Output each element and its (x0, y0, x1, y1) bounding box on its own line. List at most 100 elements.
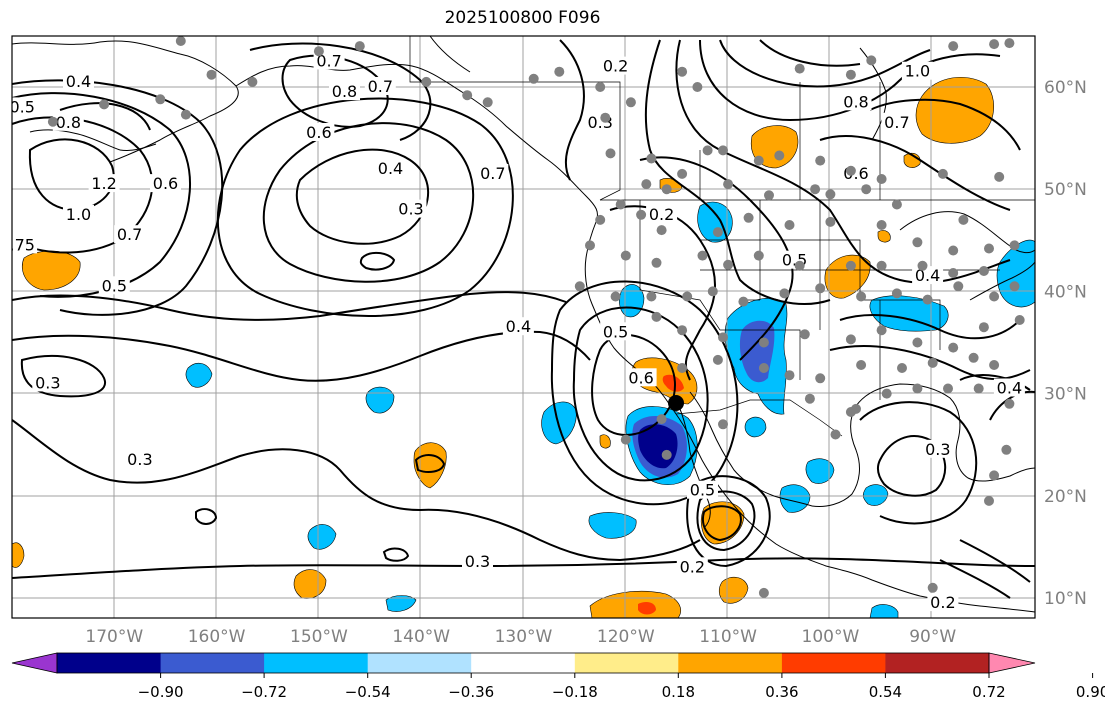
contour-label: 0.5 (102, 276, 127, 295)
station-dot (815, 373, 826, 384)
station-dot (574, 281, 585, 292)
colorbar-extend-high (988, 652, 1036, 674)
longitude-tick-label: 160°W (188, 627, 246, 647)
contour-label-bg (477, 163, 509, 182)
station-dot (876, 220, 887, 230)
station-dot (421, 76, 432, 87)
contour-label: 0.5 (690, 481, 715, 500)
map-layers: 0.40.50.81.21.00.60.70.50.750.70.8 0.70.6… (12, 36, 1035, 618)
station-dot (718, 419, 728, 430)
station-dot (984, 243, 994, 254)
station-dot (876, 174, 887, 184)
contour-label-bg (912, 266, 944, 285)
colorbar-segment (471, 653, 576, 673)
contour-label-bg (150, 174, 181, 193)
contour-label-bg (395, 199, 427, 218)
station-dot (697, 250, 708, 261)
station-dot (994, 171, 1005, 182)
colorbar-tick-label: 0.72 (972, 683, 1005, 701)
station-dot (845, 334, 856, 345)
station-dot (851, 403, 861, 414)
latitude-tick-label: 50°N (1044, 180, 1087, 200)
longitude-labels: 170°W 160°W 150°W 140°W 130°W 120°W 110°W 100°W… (85, 627, 956, 647)
station-dot (845, 165, 856, 176)
station-dot (585, 240, 595, 251)
colorbar-tick-label: −0.36 (448, 683, 494, 701)
station-dot (692, 82, 703, 92)
latitude-labels: 60°N 50°N 40°N 30°N 20°N 10°N (1044, 78, 1087, 609)
colorbar-extend-low (11, 652, 58, 674)
station-dot (625, 97, 636, 108)
shading-pacific-orange-6 (599, 434, 611, 449)
station-dot (600, 112, 611, 123)
station-dot (912, 237, 923, 248)
colorbar-segment (781, 653, 886, 673)
station-dot (723, 179, 734, 190)
contour-label: 0.2 (603, 57, 628, 76)
station-dot (605, 148, 616, 159)
station-dot (815, 283, 826, 294)
colorbar-segment (367, 653, 472, 673)
station-dot (247, 76, 258, 87)
contour-label: 0.6 (153, 174, 178, 193)
contour-label: 1.2 (91, 174, 116, 193)
longitude-tick-label: 100°W (802, 627, 860, 647)
station-dot (984, 495, 994, 506)
station-dot (656, 414, 667, 425)
contour-label: 0.4 (378, 159, 403, 178)
contour-label-bg (901, 61, 933, 80)
colorbar-segment (264, 653, 369, 673)
station-dot (677, 66, 688, 77)
contour-label: 0.2 (649, 205, 674, 224)
contour-label-bg (32, 373, 64, 392)
colorbar-tick-label: −0.72 (241, 683, 287, 701)
colorbar-segment (678, 653, 783, 673)
contour-label-bg (676, 557, 708, 576)
station-dot (927, 357, 938, 368)
colorbar-segment (574, 653, 679, 673)
contour-label: 0.7 (368, 77, 393, 96)
colorbar: −0.90 −0.72 −0.54 −0.36 −0.18 0.18 0.36 0.54 0.7… (11, 652, 1105, 701)
contour-label-bg (646, 204, 678, 223)
station-dot (718, 332, 728, 343)
station-dot (779, 288, 790, 299)
station-dot (774, 150, 785, 161)
station-dot (876, 325, 887, 336)
contour-label-bg (502, 317, 534, 336)
station-dot (712, 354, 723, 365)
contour-label: 0.4 (997, 379, 1022, 398)
station-dot (876, 260, 887, 271)
station-dot (677, 363, 688, 373)
contour-label: 0.6 (306, 123, 331, 142)
contour-label: 0.3 (925, 440, 950, 459)
contour-label: 0.7 (480, 164, 505, 183)
contour-label: 0.2 (930, 593, 955, 612)
shading-pacific-orange-5 (12, 542, 25, 568)
colorbar-tick-label: 0.36 (765, 683, 798, 701)
longitude-tick-label: 130°W (495, 627, 553, 647)
contour-label-bg (375, 158, 406, 177)
contour-label-bg (329, 82, 360, 101)
shading-pacific-lightblue-7 (779, 484, 811, 513)
contour-label-bg (993, 378, 1025, 397)
longitude-tick-label: 90°W (909, 627, 956, 647)
station-dot (866, 55, 877, 66)
station-dot (978, 322, 989, 333)
station-dot (1001, 444, 1012, 455)
shading-pacific-lightblue-6 (385, 595, 417, 612)
station-dot (677, 168, 688, 179)
station-dot (978, 266, 989, 276)
contour-label-bg (88, 174, 120, 193)
station-dot (861, 184, 872, 195)
shading-pacific-lightblue-11 (744, 416, 767, 438)
station-dot (891, 199, 902, 210)
station-dot (958, 214, 969, 225)
station-dot (620, 434, 631, 445)
contour-label-bg (303, 123, 335, 141)
station-dot (641, 179, 652, 190)
station-dot (1004, 38, 1015, 49)
shading-socal-red (662, 374, 684, 392)
station-dot (897, 363, 907, 373)
